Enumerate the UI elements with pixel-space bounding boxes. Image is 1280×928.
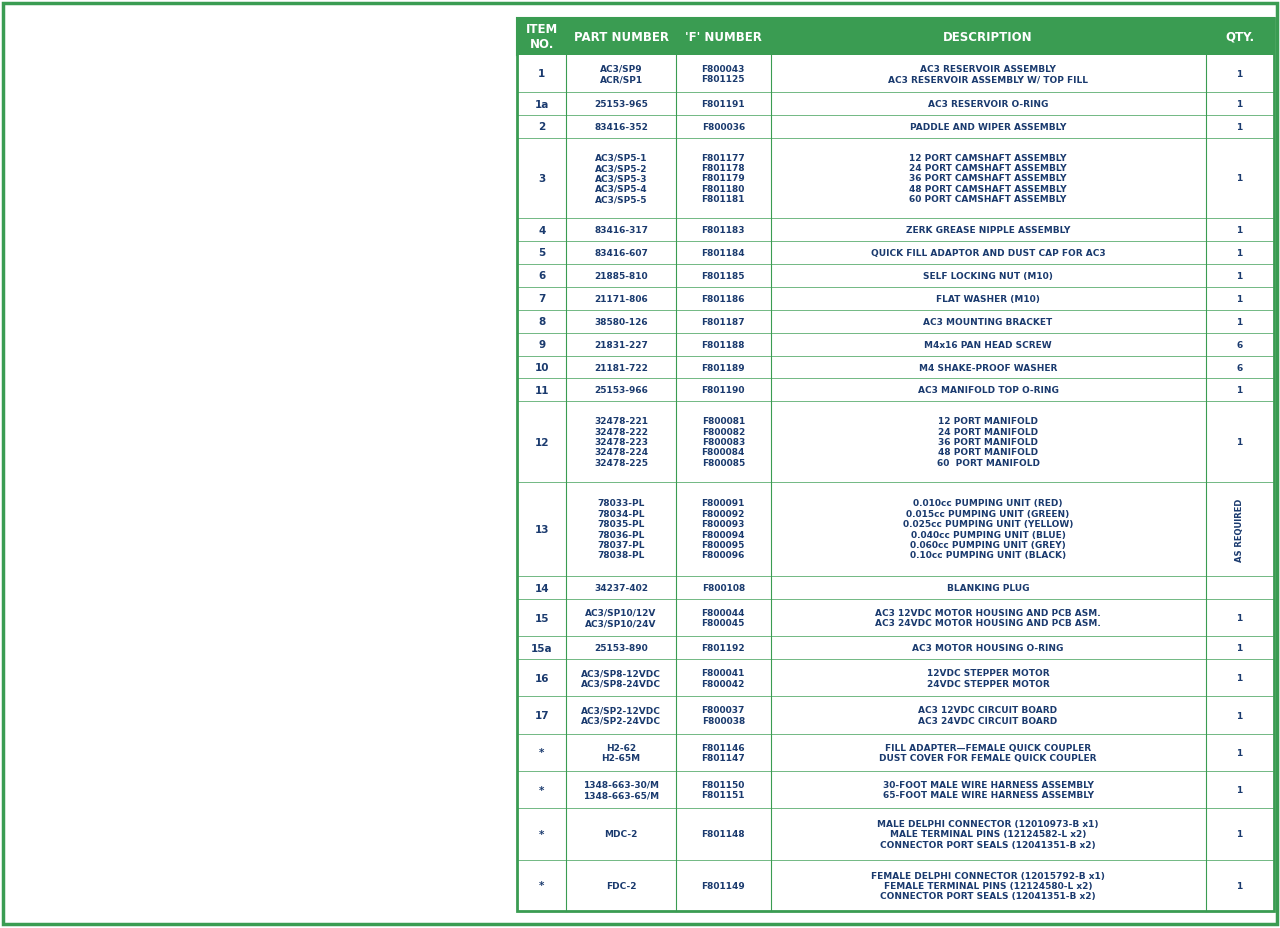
Text: 0.010cc PUMPING UNIT (RED)
0.015cc PUMPING UNIT (GREEN)
0.025cc PUMPING UNIT (YE: 0.010cc PUMPING UNIT (RED) 0.015cc PUMPI… xyxy=(902,499,1073,560)
Text: AC3/SP8-12VDC
AC3/SP8-24VDC: AC3/SP8-12VDC AC3/SP8-24VDC xyxy=(581,668,662,688)
Bar xyxy=(517,734,1274,771)
Text: FEMALE DELPHI CONNECTOR (12015792-B x1)
FEMALE TERMINAL PINS (12124580-L x2)
CON: FEMALE DELPHI CONNECTOR (12015792-B x1) … xyxy=(872,870,1105,900)
Text: 1348-663-30/M
1348-663-65/M: 1348-663-30/M 1348-663-65/M xyxy=(584,780,659,799)
Text: AC3 MANIFOLD TOP O-RING: AC3 MANIFOLD TOP O-RING xyxy=(918,386,1059,395)
Text: 13: 13 xyxy=(535,524,549,535)
Text: AC3/SP2-12VDC
AC3/SP2-24VDC: AC3/SP2-12VDC AC3/SP2-24VDC xyxy=(581,705,662,725)
Text: F801148: F801148 xyxy=(701,830,745,839)
Text: 1: 1 xyxy=(1236,674,1243,683)
Text: F801186: F801186 xyxy=(701,294,745,303)
Text: QUICK FILL ADAPTOR AND DUST CAP FOR AC3: QUICK FILL ADAPTOR AND DUST CAP FOR AC3 xyxy=(870,249,1106,258)
Text: AC3 MOTOR HOUSING O-RING: AC3 MOTOR HOUSING O-RING xyxy=(913,643,1064,652)
Text: 1: 1 xyxy=(1236,386,1243,395)
Text: AS REQUIRED: AS REQUIRED xyxy=(1235,497,1244,561)
Text: 1: 1 xyxy=(1236,785,1243,794)
Text: F800044
F800045: F800044 F800045 xyxy=(701,609,745,627)
Text: 1: 1 xyxy=(1236,317,1243,327)
Text: 8: 8 xyxy=(538,316,545,327)
Text: 1: 1 xyxy=(1236,643,1243,652)
Text: DESCRIPTION: DESCRIPTION xyxy=(943,31,1033,44)
Bar xyxy=(517,288,1274,310)
Text: 7: 7 xyxy=(538,294,545,304)
Bar xyxy=(517,576,1274,599)
Bar xyxy=(517,138,1274,219)
Text: 1: 1 xyxy=(1236,174,1243,184)
Bar xyxy=(517,242,1274,264)
Text: 1: 1 xyxy=(1236,226,1243,235)
Bar xyxy=(517,637,1274,660)
Bar xyxy=(517,771,1274,808)
Text: AC3/SP10/12V
AC3/SP10/24V: AC3/SP10/12V AC3/SP10/24V xyxy=(585,609,657,627)
Bar xyxy=(517,333,1274,356)
Text: F801187: F801187 xyxy=(701,317,745,327)
Text: M4 SHAKE-PROOF WASHER: M4 SHAKE-PROOF WASHER xyxy=(919,363,1057,372)
Text: 6: 6 xyxy=(538,271,545,281)
Text: 11: 11 xyxy=(535,385,549,395)
Text: 16: 16 xyxy=(535,673,549,683)
Text: 17: 17 xyxy=(534,710,549,720)
Text: F801192: F801192 xyxy=(701,643,745,652)
Text: F801177
F801178
F801179
F801180
F801181: F801177 F801178 F801179 F801180 F801181 xyxy=(701,153,745,204)
Text: 15: 15 xyxy=(535,613,549,623)
Text: 25153-965: 25153-965 xyxy=(594,100,648,109)
Text: F801190: F801190 xyxy=(701,386,745,395)
Text: BLANKING PLUG: BLANKING PLUG xyxy=(947,584,1029,592)
Text: 12VDC STEPPER MOTOR
24VDC STEPPER MOTOR: 12VDC STEPPER MOTOR 24VDC STEPPER MOTOR xyxy=(927,668,1050,688)
Text: F801146
F801147: F801146 F801147 xyxy=(701,742,745,762)
Text: *: * xyxy=(539,785,544,794)
Text: PART NUMBER: PART NUMBER xyxy=(573,31,668,44)
Text: F800036: F800036 xyxy=(701,122,745,132)
Text: 9: 9 xyxy=(538,340,545,350)
Text: *: * xyxy=(539,829,544,839)
Bar xyxy=(517,402,1274,482)
Text: 38580-126: 38580-126 xyxy=(594,317,648,327)
Text: 1: 1 xyxy=(1236,881,1243,890)
Text: FLAT WASHER (M10): FLAT WASHER (M10) xyxy=(936,294,1039,303)
Text: AC3 MOUNTING BRACKET: AC3 MOUNTING BRACKET xyxy=(923,317,1052,327)
Text: F801183: F801183 xyxy=(701,226,745,235)
Text: 6: 6 xyxy=(1236,363,1243,372)
Text: MDC-2: MDC-2 xyxy=(604,830,637,839)
Text: 12 PORT MANIFOLD
24 PORT MANIFOLD
36 PORT MANIFOLD
48 PORT MANIFOLD
60  PORT MAN: 12 PORT MANIFOLD 24 PORT MANIFOLD 36 POR… xyxy=(937,417,1039,468)
Text: 21181-722: 21181-722 xyxy=(594,363,648,372)
Text: 14: 14 xyxy=(534,583,549,593)
Text: H2-62
H2-65M: H2-62 H2-65M xyxy=(602,742,641,762)
Text: F801150
F801151: F801150 F801151 xyxy=(701,780,745,799)
Text: F801191: F801191 xyxy=(701,100,745,109)
Bar xyxy=(517,19,1274,911)
Text: F800043
F801125: F800043 F801125 xyxy=(701,65,745,84)
Text: MALE DELPHI CONNECTOR (12010973-B x1)
MALE TERMINAL PINS (12124582-L x2)
CONNECT: MALE DELPHI CONNECTOR (12010973-B x1) MA… xyxy=(877,819,1098,849)
Text: 4: 4 xyxy=(538,226,545,236)
Text: 1: 1 xyxy=(1236,711,1243,720)
Bar xyxy=(517,859,1274,911)
Text: *: * xyxy=(539,747,544,757)
Text: 83416-352: 83416-352 xyxy=(594,122,648,132)
Bar xyxy=(517,379,1274,402)
Text: 12 PORT CAMSHAFT ASSEMBLY
24 PORT CAMSHAFT ASSEMBLY
36 PORT CAMSHAFT ASSEMBLY
48: 12 PORT CAMSHAFT ASSEMBLY 24 PORT CAMSHA… xyxy=(909,153,1066,204)
Text: 10: 10 xyxy=(535,363,549,373)
Bar xyxy=(517,264,1274,288)
Bar xyxy=(517,116,1274,138)
Text: AC3 12VDC MOTOR HOUSING AND PCB ASM.
AC3 24VDC MOTOR HOUSING AND PCB ASM.: AC3 12VDC MOTOR HOUSING AND PCB ASM. AC3… xyxy=(876,609,1101,627)
Bar xyxy=(517,310,1274,333)
Text: F800041
F800042: F800041 F800042 xyxy=(701,668,745,688)
Text: SELF LOCKING NUT (M10): SELF LOCKING NUT (M10) xyxy=(923,272,1053,280)
Bar xyxy=(517,808,1274,859)
Bar xyxy=(517,660,1274,697)
Text: 1: 1 xyxy=(1236,272,1243,280)
Text: 25153-966: 25153-966 xyxy=(594,386,648,395)
Text: F800108: F800108 xyxy=(701,584,745,592)
Text: 1: 1 xyxy=(1236,437,1243,446)
Text: M4x16 PAN HEAD SCREW: M4x16 PAN HEAD SCREW xyxy=(924,341,1052,349)
Text: 12: 12 xyxy=(535,437,549,447)
Text: FILL ADAPTER—FEMALE QUICK COUPLER
DUST COVER FOR FEMALE QUICK COUPLER: FILL ADAPTER—FEMALE QUICK COUPLER DUST C… xyxy=(879,742,1097,762)
Text: FDC-2: FDC-2 xyxy=(605,881,636,890)
Text: 1: 1 xyxy=(1236,613,1243,623)
Text: 1: 1 xyxy=(1236,100,1243,109)
Text: 78033-PL
78034-PL
78035-PL
78036-PL
78037-PL
78038-PL: 78033-PL 78034-PL 78035-PL 78036-PL 7803… xyxy=(598,499,645,560)
Text: 32478-221
32478-222
32478-223
32478-224
32478-225: 32478-221 32478-222 32478-223 32478-224 … xyxy=(594,417,648,468)
Text: F801149: F801149 xyxy=(701,881,745,890)
Text: 1: 1 xyxy=(1236,830,1243,839)
Text: F801185: F801185 xyxy=(701,272,745,280)
Bar xyxy=(517,56,1274,93)
